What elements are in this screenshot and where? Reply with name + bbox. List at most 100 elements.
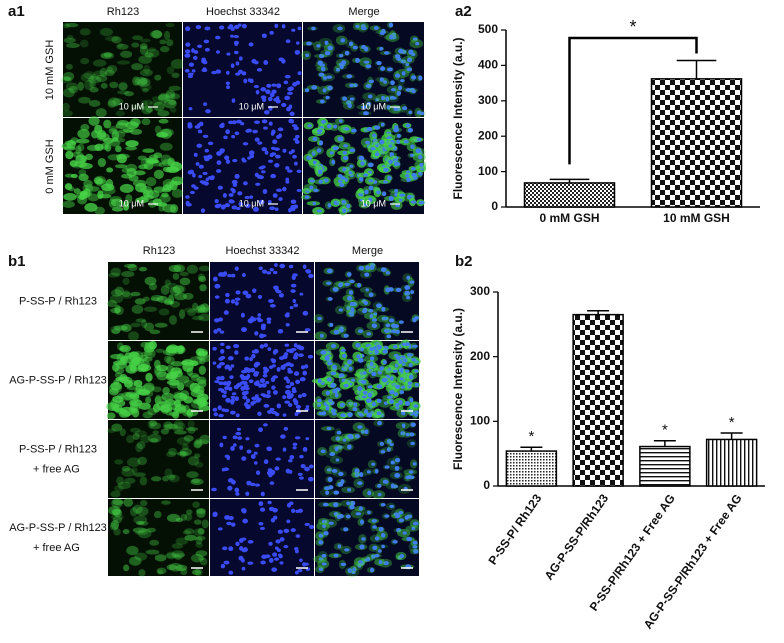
cell-cytoplasm <box>164 279 171 286</box>
cell-nucleus <box>242 518 249 524</box>
cell-cytoplasm <box>145 176 157 187</box>
cell-nucleus <box>260 393 266 397</box>
cell-cytoplasm <box>124 477 136 484</box>
cell-cytoplasm <box>140 195 155 200</box>
cell-cytoplasm <box>200 303 210 313</box>
cell-cytoplasm <box>141 118 151 126</box>
cell-nucleus <box>271 410 278 415</box>
cell-nucleus <box>287 169 293 173</box>
cell-cytoplasm <box>132 432 140 441</box>
cell-cytoplasm <box>171 188 183 198</box>
cell-nucleus <box>185 42 191 47</box>
cell-nucleus <box>290 283 297 288</box>
cell-nucleus <box>349 83 354 88</box>
cell-nucleus <box>289 393 294 398</box>
cell-nucleus <box>294 139 300 144</box>
cell-nucleus <box>364 189 369 195</box>
cell-cytoplasm <box>185 427 199 432</box>
cell-nucleus <box>386 67 393 72</box>
cell-cytoplasm <box>140 351 153 356</box>
cell-cytoplasm <box>174 554 182 561</box>
cell-cytoplasm <box>171 72 180 78</box>
cell-cytoplasm <box>153 152 163 159</box>
cell-nucleus <box>379 366 385 371</box>
cell-nucleus <box>192 172 196 178</box>
cell-cytoplasm <box>136 441 146 450</box>
cell-cytoplasm <box>127 457 141 467</box>
cell-cytoplasm <box>157 93 170 103</box>
cell-nucleus <box>337 136 344 142</box>
cell-cytoplasm <box>133 392 140 403</box>
cell-cytoplasm <box>84 202 98 212</box>
cell-nucleus <box>254 443 260 448</box>
cell-cytoplasm <box>169 379 180 386</box>
cell-cytoplasm <box>100 53 112 59</box>
cell-cytoplasm <box>193 519 202 525</box>
cell-nucleus <box>414 410 419 415</box>
cell-nucleus <box>219 330 225 334</box>
cell-cytoplasm <box>138 569 146 577</box>
cell-cytoplasm <box>184 513 193 521</box>
cell-cytoplasm <box>123 564 130 572</box>
cell-cytoplasm <box>153 101 165 112</box>
cell-nucleus <box>418 75 423 81</box>
cell-cytoplasm <box>172 426 184 432</box>
cell-nucleus <box>357 282 362 288</box>
cell-cytoplasm <box>179 277 191 286</box>
cell-nucleus <box>254 483 261 487</box>
cell-nucleus <box>285 179 290 184</box>
cell-nucleus <box>277 529 283 534</box>
cell-nucleus <box>341 200 346 204</box>
cell-nucleus <box>332 146 339 151</box>
cell-nucleus <box>222 546 228 551</box>
cell-nucleus <box>281 102 287 108</box>
cell-nucleus <box>358 413 365 417</box>
cell-nucleus <box>212 407 218 412</box>
cell-cytoplasm <box>131 104 145 110</box>
cell-cytoplasm <box>184 307 197 313</box>
cell-nucleus <box>344 127 350 131</box>
cell-nucleus <box>278 57 285 62</box>
cell-nucleus <box>339 65 344 70</box>
cell-nucleus <box>293 161 298 166</box>
cell-nucleus <box>225 81 230 85</box>
cell-nucleus <box>290 528 296 533</box>
cell-nucleus <box>187 170 193 175</box>
cell-nucleus <box>341 366 348 372</box>
cell-nucleus <box>320 449 326 454</box>
cell-cytoplasm <box>121 271 135 278</box>
cell-nucleus <box>293 126 299 131</box>
cell-nucleus <box>357 481 363 486</box>
cell-nucleus <box>269 92 275 98</box>
cell-nucleus <box>327 362 333 366</box>
cell-cytoplasm <box>166 551 176 560</box>
cell-cytoplasm <box>169 180 178 191</box>
cell-nucleus <box>248 379 254 384</box>
cell-cytoplasm <box>111 498 123 509</box>
cell-nucleus <box>385 323 391 328</box>
row-label: 10 mM GSH <box>44 40 56 101</box>
bar <box>705 438 758 487</box>
cell-cytoplasm <box>197 379 207 388</box>
cell-nucleus <box>321 553 327 558</box>
cell-nucleus <box>383 316 389 321</box>
cell-nucleus <box>407 381 413 385</box>
cell-nucleus <box>278 197 283 201</box>
cell-nucleus <box>261 147 267 152</box>
cell-nucleus <box>218 357 224 361</box>
cell-nucleus <box>389 399 395 404</box>
y-tick-label: 300 <box>478 93 498 107</box>
cell-nucleus <box>342 167 347 172</box>
cell-nucleus <box>349 97 355 101</box>
cell-nucleus <box>371 323 378 329</box>
cell-nucleus <box>371 371 377 377</box>
cell-nucleus <box>297 394 303 399</box>
cell-nucleus <box>333 502 339 508</box>
cell-cytoplasm <box>125 145 137 151</box>
cell-nucleus <box>390 80 395 86</box>
cell-nucleus <box>278 554 283 559</box>
cell-cytoplasm <box>153 169 164 179</box>
cell-nucleus <box>347 488 352 492</box>
cell-nucleus <box>272 390 278 395</box>
cell-nucleus <box>419 162 424 167</box>
